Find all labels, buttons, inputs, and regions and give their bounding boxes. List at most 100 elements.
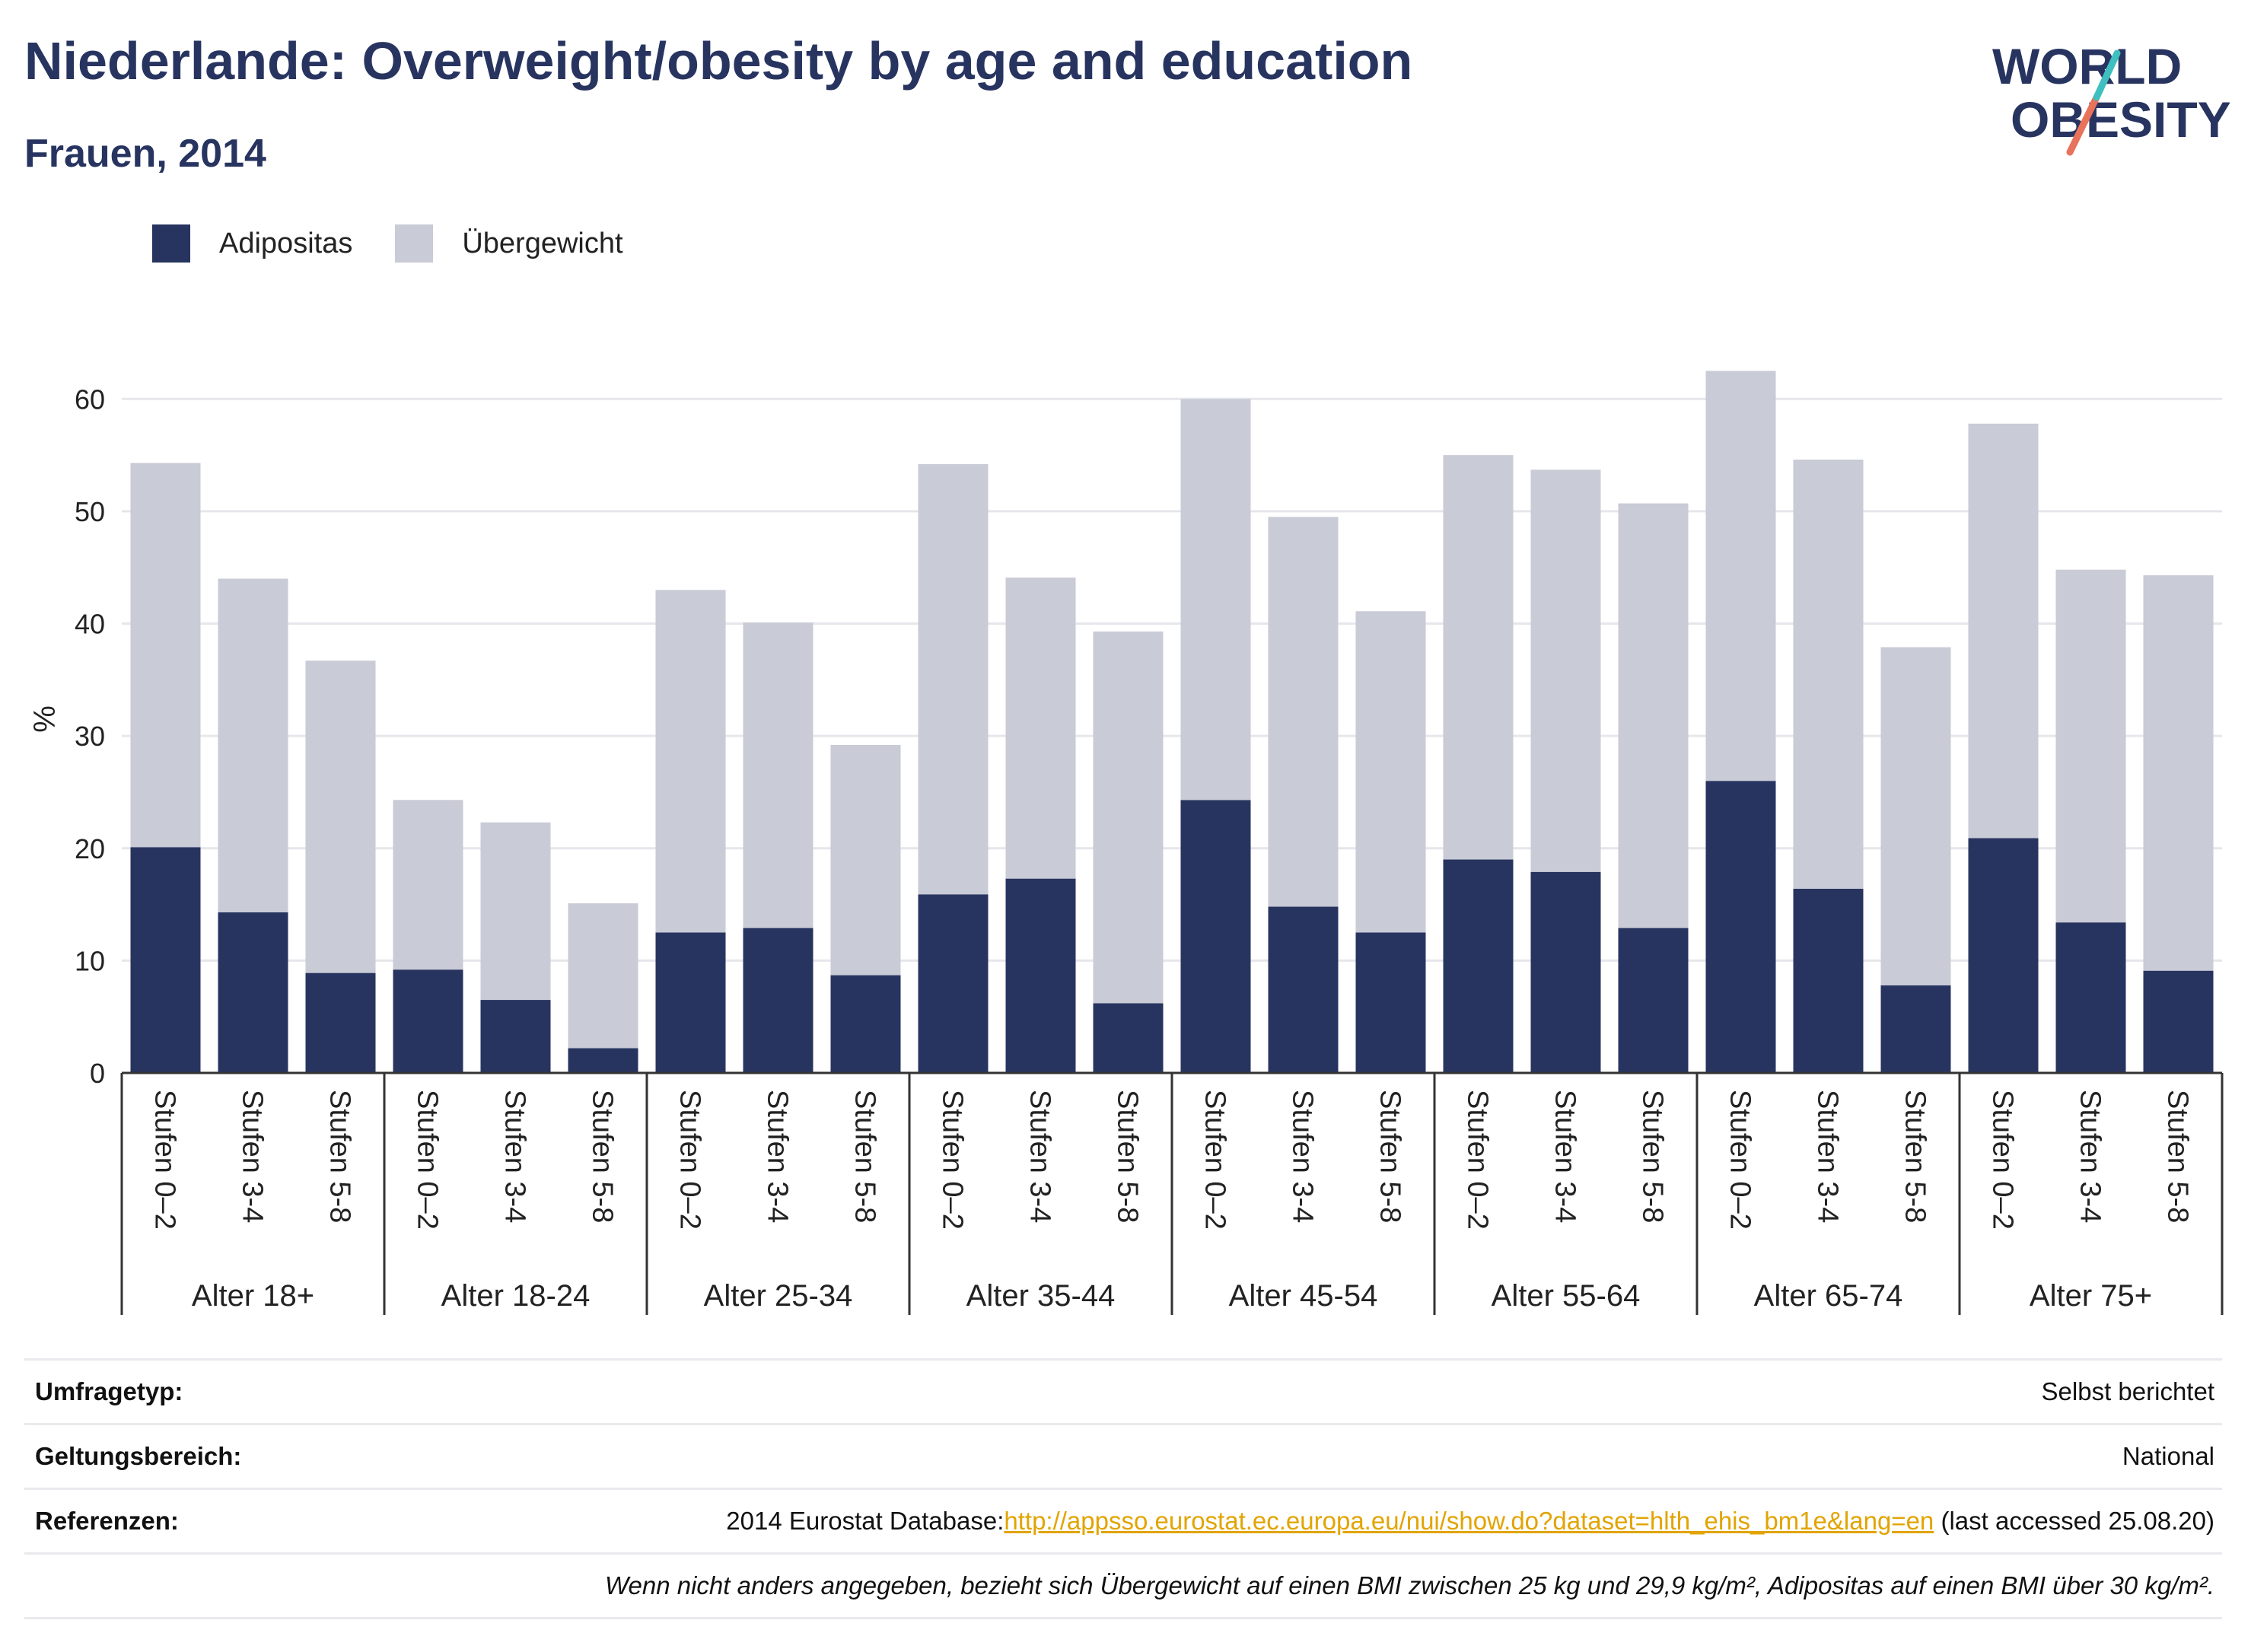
group-label-4: Alter 45-54 — [1229, 1279, 1378, 1313]
x-tick-label-1: Stufen 3-4 — [237, 1090, 269, 1223]
x-tick-label-3: Stufen 0–2 — [412, 1090, 444, 1230]
metadata-table: Umfragetyp: Selbst berichtet Geltungsber… — [24, 1358, 2222, 1619]
bar-overweight-19 — [1793, 460, 1864, 889]
bar-obesity-17 — [1618, 928, 1689, 1073]
bar-obesity-12 — [1180, 800, 1251, 1073]
bar-overweight-14 — [1355, 611, 1426, 933]
references-prefix: 2014 Eurostat Database: — [726, 1507, 1005, 1535]
group-label-0: Alter 18+ — [192, 1279, 314, 1313]
bar-chart: 0 10 20 30 40 50 60% Stufen 0–2 Stufen 3-4 Stufen… — [28, 371, 2224, 1315]
bar-obesity-15 — [1443, 859, 1514, 1073]
x-tick-label-17: Stufen 5-8 — [1637, 1090, 1669, 1223]
x-tick-label-21: Stufen 0–2 — [1987, 1090, 2019, 1230]
x-tick-label-19: Stufen 3-4 — [1812, 1090, 1844, 1223]
group-label-7: Alter 75+ — [2030, 1279, 2152, 1313]
logo-stroke-teal — [2093, 49, 2121, 101]
bar-obesity-1 — [218, 912, 288, 1073]
legend-swatch-obesity — [152, 224, 190, 263]
bar-overweight-16 — [1530, 469, 1601, 872]
meta-row-scope: Geltungsbereich: National — [24, 1423, 2222, 1488]
references-suffix: (last accessed 25.08.20) — [1934, 1507, 2214, 1535]
x-tick-label-18: Stufen 0–2 — [1724, 1090, 1756, 1230]
bar-obesity-18 — [1705, 781, 1776, 1073]
bar-overweight-3 — [393, 800, 463, 970]
bar-overweight-18 — [1705, 371, 1776, 781]
bar-overweight-1 — [218, 578, 288, 912]
x-tick-label-20: Stufen 5-8 — [1899, 1090, 1931, 1223]
group-label-1: Alter 18-24 — [441, 1279, 591, 1313]
legend-item-obesity[interactable]: Adipositas — [152, 224, 352, 263]
survey-type-value: Selbst berichtet — [2041, 1377, 2214, 1405]
bar-overweight-0 — [130, 463, 201, 848]
bar-overweight-7 — [743, 622, 813, 928]
x-tick-label-12: Stufen 0–2 — [1199, 1090, 1231, 1230]
chart-subtitle: Frauen, 2014 — [24, 132, 266, 176]
x-tick-label-6: Stufen 0–2 — [674, 1090, 706, 1230]
bar-obesity-6 — [655, 932, 726, 1073]
bar-overweight-13 — [1268, 517, 1339, 907]
group-label-2: Alter 25-34 — [704, 1279, 853, 1313]
bar-overweight-22 — [2055, 569, 2126, 923]
x-tick-label-11: Stufen 5-8 — [1112, 1090, 1144, 1223]
bar-obesity-19 — [1793, 888, 1864, 1073]
x-tick-label-16: Stufen 3-4 — [1549, 1090, 1581, 1223]
bar-obesity-9 — [918, 894, 989, 1073]
x-tick-label-9: Stufen 0–2 — [937, 1090, 969, 1230]
x-tick-label-13: Stufen 3-4 — [1287, 1090, 1319, 1223]
bar-obesity-14 — [1355, 932, 1426, 1073]
bar-overweight-23 — [2143, 575, 2214, 971]
x-tick-label-15: Stufen 0–2 — [1462, 1090, 1494, 1230]
bar-overweight-21 — [1968, 423, 2039, 839]
meta-row-survey: Umfragetyp: Selbst berichtet — [24, 1358, 2222, 1423]
x-tick-label-23: Stufen 5-8 — [2162, 1090, 2194, 1223]
logo-stroke-coral — [2066, 94, 2100, 156]
x-tick-label-8: Stufen 5-8 — [849, 1090, 881, 1223]
survey-type-label: Umfragetyp: — [35, 1377, 183, 1405]
references-value: 2014 Eurostat Database:http://appsso.eur… — [726, 1507, 2214, 1536]
group-label-5: Alter 55-64 — [1492, 1279, 1641, 1313]
meta-row-references: Referenzen: 2014 Eurostat Database:http:… — [24, 1488, 2222, 1552]
y-axis-label: % — [28, 705, 62, 733]
bar-overweight-20 — [1880, 647, 1951, 985]
chart-title: Niederlande: Overweight/obesity by age a… — [24, 31, 1413, 91]
references-link[interactable]: http://appsso.eurostat.ec.europa.eu/nui/… — [1004, 1507, 1934, 1535]
bar-obesity-20 — [1880, 985, 1951, 1073]
group-label-6: Alter 65-74 — [1754, 1279, 1903, 1313]
bar-overweight-11 — [1093, 631, 1164, 1004]
group-label-3: Alter 35-44 — [966, 1279, 1116, 1313]
y-tick-label-60: 60 — [75, 384, 105, 415]
scope-value: National — [2122, 1442, 2214, 1470]
scope-label: Geltungsbereich: — [35, 1442, 242, 1470]
x-tick-label-2: Stufen 5-8 — [324, 1090, 356, 1223]
bar-obesity-4 — [480, 1000, 551, 1073]
bar-obesity-21 — [1968, 838, 2039, 1073]
bar-overweight-12 — [1180, 399, 1251, 801]
bar-overweight-8 — [830, 744, 901, 976]
x-tick-label-22: Stufen 3-4 — [2074, 1090, 2106, 1223]
bar-overweight-10 — [1005, 578, 1076, 879]
x-tick-label-7: Stufen 3-4 — [762, 1090, 794, 1223]
bar-obesity-2 — [305, 972, 376, 1073]
bar-overweight-4 — [480, 822, 551, 1001]
chart-legend: Adipositas Übergewicht — [152, 224, 666, 263]
references-label: Referenzen: — [35, 1507, 179, 1535]
y-tick-label-50: 50 — [75, 496, 105, 527]
logo-line2: OBESITY — [2011, 91, 2230, 148]
x-tick-label-4: Stufen 3-4 — [499, 1090, 531, 1223]
bar-overweight-15 — [1443, 455, 1514, 860]
bar-obesity-0 — [130, 847, 201, 1073]
meta-row-note: Wenn nicht anders angegeben, bezieht sic… — [24, 1552, 2222, 1619]
y-tick-label-20: 20 — [75, 833, 105, 864]
legend-label-overweight: Übergewicht — [462, 227, 623, 259]
bmi-definition-note: Wenn nicht anders angegeben, bezieht sic… — [604, 1571, 2214, 1599]
legend-swatch-overweight — [395, 224, 434, 263]
world-obesity-logo: WORLD OBESITY — [1992, 38, 2230, 156]
x-tick-label-5: Stufen 5-8 — [587, 1090, 619, 1223]
legend-item-overweight[interactable]: Übergewicht — [395, 224, 623, 263]
bar-overweight-5 — [568, 903, 638, 1049]
y-tick-label-0: 0 — [90, 1058, 105, 1089]
x-tick-label-10: Stufen 3-4 — [1024, 1090, 1056, 1223]
bar-overweight-9 — [918, 463, 989, 895]
bar-overweight-2 — [305, 660, 376, 973]
y-tick-label-10: 10 — [75, 945, 105, 976]
